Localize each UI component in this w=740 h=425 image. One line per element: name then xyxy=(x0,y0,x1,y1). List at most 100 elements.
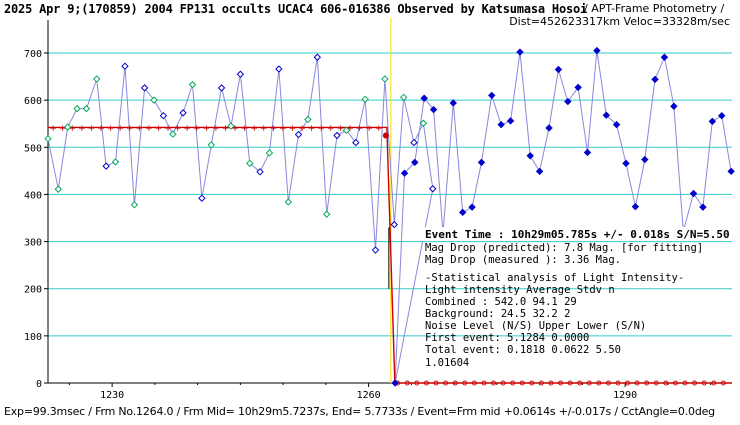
data-point xyxy=(121,62,129,70)
model-marker-after xyxy=(653,380,659,386)
model-marker-after xyxy=(414,380,420,386)
data-point xyxy=(516,48,524,56)
data-point xyxy=(708,117,717,126)
model-marker-after xyxy=(634,380,640,386)
stat-background xyxy=(422,227,734,241)
model-marker-before: + xyxy=(346,124,354,134)
data-point xyxy=(400,169,409,177)
data-point xyxy=(150,96,158,104)
stat-event-time: Event Time : 10h29m05.785s +/- 0.018s S/… xyxy=(425,228,730,241)
data-point xyxy=(399,93,408,102)
data-point xyxy=(188,80,197,89)
model-marker-after xyxy=(605,380,611,386)
model-marker-before: + xyxy=(183,124,191,134)
model-marker-before: + xyxy=(279,124,287,134)
model-marker-after xyxy=(567,380,573,386)
data-point xyxy=(130,201,139,209)
model-marker-after xyxy=(615,380,621,386)
data-point xyxy=(265,149,274,157)
model-marker-before: + xyxy=(231,124,239,134)
y-tick-label: 300 xyxy=(24,238,42,249)
model-marker-before: + xyxy=(97,124,105,134)
model-marker-before: + xyxy=(260,124,268,134)
data-point xyxy=(535,167,544,176)
model-marker-after xyxy=(404,380,410,386)
data-point xyxy=(488,91,496,100)
data-point xyxy=(593,46,601,55)
data-point xyxy=(159,111,168,120)
y-tick-label: 100 xyxy=(24,332,42,343)
distance-velocity: Dist=452623317km Veloc=33328m/sec xyxy=(509,15,730,28)
data-point xyxy=(449,99,457,107)
model-marker-after xyxy=(452,380,458,386)
data-point xyxy=(468,203,476,211)
model-marker-after xyxy=(644,380,650,386)
model-marker-after xyxy=(577,380,583,386)
model-marker-before: + xyxy=(174,124,182,134)
data-point xyxy=(554,65,563,74)
stat-mag-meas: Mag Drop (measured ): 3.36 Mag. xyxy=(425,254,621,266)
model-marker-after xyxy=(519,380,525,386)
model-marker-before: + xyxy=(88,124,96,134)
data-point xyxy=(93,75,101,83)
model-marker-after xyxy=(663,380,669,386)
data-point xyxy=(420,94,428,102)
model-marker-after xyxy=(529,380,535,386)
y-tick-label: 400 xyxy=(24,190,42,201)
model-marker-before: + xyxy=(107,124,115,134)
data-point xyxy=(411,158,419,167)
data-point xyxy=(689,189,698,198)
model-marker-after xyxy=(596,380,602,386)
model-marker-after xyxy=(701,380,707,386)
data-point xyxy=(390,220,398,229)
data-point xyxy=(602,111,611,119)
stat-first: First event: 5.1284 0.0000 xyxy=(425,332,589,344)
footer-info: Exp=99.3msec / Frm No.1264.0 / Frm Mid= … xyxy=(4,405,715,418)
model-marker-before: + xyxy=(337,124,345,134)
stat-analysis-title: -Statistical analysis of Light Intensity… xyxy=(425,272,684,284)
data-point xyxy=(371,246,380,254)
data-point xyxy=(73,104,81,113)
model-marker-after xyxy=(510,380,516,386)
model-marker-after xyxy=(443,380,449,386)
data-point xyxy=(419,119,428,127)
data-point xyxy=(227,122,235,130)
event-start-marker xyxy=(382,132,389,139)
data-point xyxy=(44,135,52,143)
data-point xyxy=(381,75,389,83)
data-point xyxy=(583,148,592,157)
data-point xyxy=(246,159,254,168)
model-marker-before: + xyxy=(203,124,211,134)
data-point xyxy=(410,138,418,147)
model-marker-before: + xyxy=(145,124,153,134)
data-point xyxy=(304,115,312,124)
model-marker-before: + xyxy=(317,124,325,134)
model-marker-after xyxy=(558,380,563,386)
data-point xyxy=(82,104,91,113)
model-marker-after xyxy=(462,380,468,386)
y-tick-label: 600 xyxy=(24,96,42,107)
stat-noise-hdr: Noise Level (N/S) Upper Lower (S/N) xyxy=(425,320,646,332)
data-point xyxy=(631,202,640,211)
model-marker-before: + xyxy=(298,124,306,134)
model-marker-before: + xyxy=(250,124,258,134)
model-marker-after xyxy=(471,380,477,386)
model-marker-after xyxy=(711,380,717,386)
model-marker-after xyxy=(625,380,630,386)
model-marker-after xyxy=(481,380,487,386)
model-marker-before: + xyxy=(375,124,383,134)
model-marker-before: + xyxy=(327,124,335,134)
data-point xyxy=(477,158,486,167)
model-marker-before: + xyxy=(78,124,86,134)
data-point xyxy=(727,167,735,176)
data-point xyxy=(497,120,505,129)
data-point xyxy=(506,117,515,125)
data-point xyxy=(391,379,399,387)
model-marker-before: + xyxy=(155,124,163,134)
x-tick-label: 1290 xyxy=(613,390,637,401)
stat-background: Background: 24.5 32.2 2 xyxy=(425,308,570,320)
data-point xyxy=(198,194,206,202)
model-marker-after xyxy=(433,380,439,386)
data-point xyxy=(526,152,534,160)
